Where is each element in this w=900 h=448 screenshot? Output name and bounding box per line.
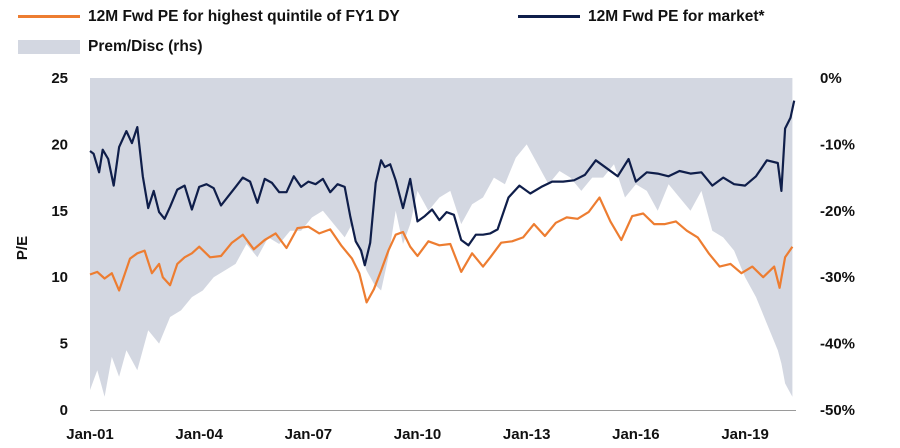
y2-tick-label: -50% bbox=[820, 402, 855, 419]
x-tick-label: Jan-04 bbox=[175, 426, 223, 443]
x-tick-label: Jan-10 bbox=[394, 426, 442, 443]
legend-label-prem-disc: Prem/Disc (rhs) bbox=[88, 38, 203, 55]
legend-item-highest-quintile: 12M Fwd PE for highest quintile of FY1 D… bbox=[18, 8, 400, 26]
legend-item-prem-disc: Prem/Disc (rhs) bbox=[18, 38, 203, 56]
y-tick-label: 25 bbox=[51, 70, 68, 87]
x-tick-label: Jan-16 bbox=[612, 426, 660, 443]
y2-tick-label: 0% bbox=[820, 70, 842, 87]
legend-swatch-navy-line bbox=[518, 15, 580, 19]
y2-tick-label: -10% bbox=[820, 136, 855, 153]
y-tick-label: 15 bbox=[51, 203, 68, 220]
legend-label-market: 12M Fwd PE for market* bbox=[588, 8, 765, 25]
y2-tick-label: -20% bbox=[820, 203, 855, 220]
y-tick-label: 5 bbox=[60, 336, 68, 353]
y-tick-label: 20 bbox=[51, 136, 68, 153]
y2-tick-label: -30% bbox=[820, 269, 855, 286]
series-area-prem-disc bbox=[90, 78, 793, 397]
legend-swatch-grey-area bbox=[18, 39, 80, 54]
line-layer bbox=[89, 100, 796, 304]
series-line-highest-quintile bbox=[89, 196, 794, 304]
legend-label-highest-quintile: 12M Fwd PE for highest quintile of FY1 D… bbox=[88, 8, 400, 25]
y-tick-label: 0 bbox=[60, 402, 68, 419]
y-axis-label: P/E bbox=[14, 236, 31, 260]
legend-item-market: 12M Fwd PE for market* bbox=[518, 8, 765, 26]
legend-swatch-orange-line bbox=[18, 15, 80, 19]
x-tick-label: Jan-01 bbox=[66, 426, 114, 443]
y-tick-label: 10 bbox=[51, 269, 68, 286]
y2-tick-label: -40% bbox=[820, 336, 855, 353]
axis-layer: 0 5 10 15 20 25 -50% -40% -30% -20% -10% 0% Jan-01 Ja… bbox=[51, 70, 855, 443]
x-tick-label: Jan-19 bbox=[721, 426, 769, 443]
x-tick-label: Jan-07 bbox=[285, 426, 333, 443]
x-tick-label: Jan-13 bbox=[503, 426, 551, 443]
area-layer bbox=[90, 78, 793, 397]
series-line-market bbox=[89, 100, 796, 267]
